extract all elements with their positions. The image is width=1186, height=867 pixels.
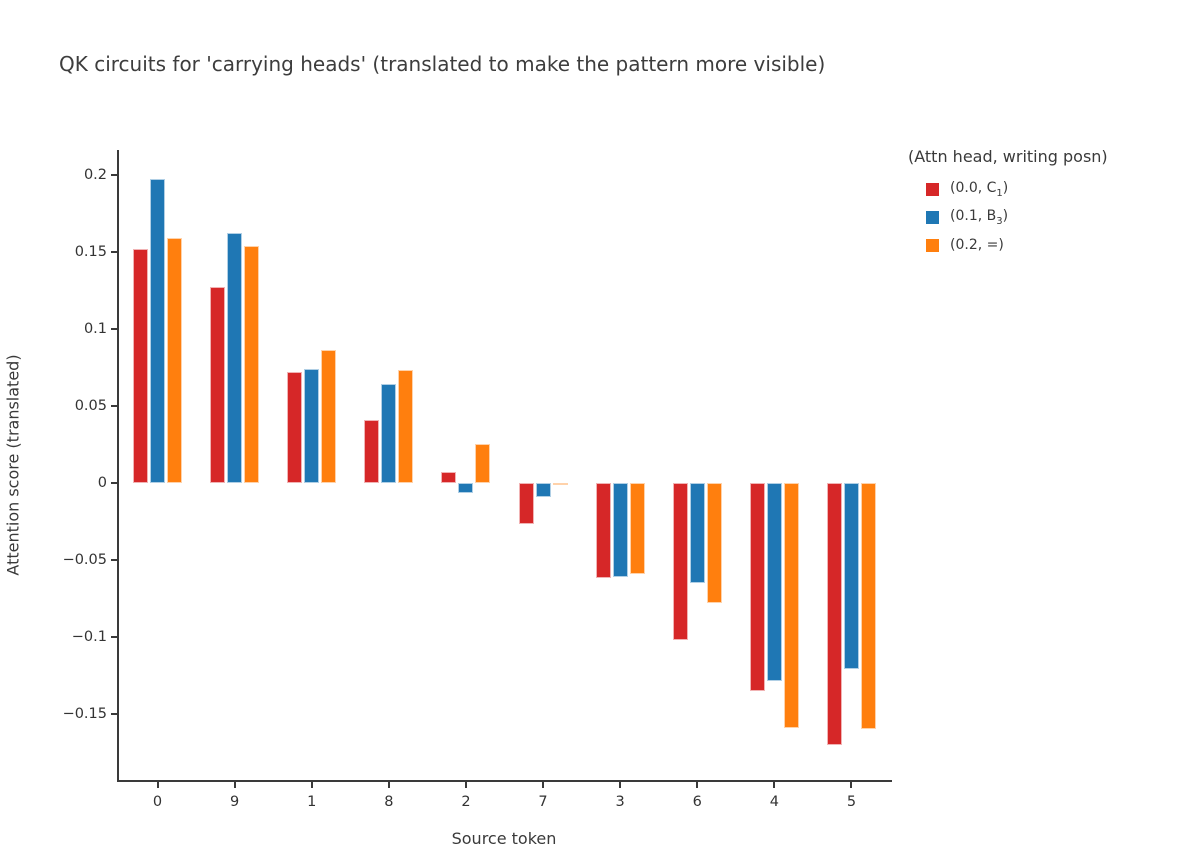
- x-tick-label: 9: [230, 794, 240, 810]
- x-tick-label: 7: [538, 794, 548, 810]
- bar[interactable]: [518, 482, 534, 525]
- y-axis-title: Attention score (translated): [3, 354, 23, 576]
- y-tick-mark: [111, 635, 117, 638]
- x-tick-label: 8: [384, 794, 394, 810]
- bar[interactable]: [321, 350, 337, 483]
- legend-swatch: [926, 182, 939, 196]
- bar[interactable]: [133, 248, 149, 483]
- y-tick-mark: [111, 173, 117, 176]
- bar[interactable]: [150, 179, 166, 483]
- y-tick-label: 0.2: [83, 166, 107, 183]
- bar[interactable]: [783, 482, 799, 728]
- x-tick-label: 4: [769, 794, 779, 810]
- x-tick-label: 0: [152, 794, 163, 810]
- x-tick-label: 2: [461, 794, 471, 810]
- y-tick-label: −0.15: [62, 705, 107, 722]
- legend-items: (0.0, C1) (0.1, B3) (0.2, =): [908, 175, 1108, 259]
- bar[interactable]: [398, 370, 414, 483]
- bar[interactable]: [672, 482, 688, 640]
- x-tick-mark: [387, 782, 390, 788]
- y-tick-mark: [111, 558, 117, 561]
- bar[interactable]: [287, 371, 303, 483]
- y-tick-label: −0.05: [62, 551, 107, 568]
- y-axis-line: [117, 150, 119, 782]
- bar[interactable]: [689, 482, 705, 583]
- y-tick-mark: [111, 327, 117, 330]
- y-tick-label: 0.15: [74, 243, 107, 260]
- y-tick-mark: [111, 250, 117, 253]
- bar[interactable]: [749, 482, 765, 691]
- bar[interactable]: [210, 287, 226, 483]
- bar[interactable]: [860, 482, 876, 730]
- bar[interactable]: [167, 237, 183, 483]
- bar[interactable]: [826, 482, 842, 745]
- legend-item[interactable]: (0.2, =): [908, 231, 1108, 259]
- x-tick-mark: [696, 782, 699, 788]
- y-tick-label: 0.1: [83, 320, 107, 337]
- bar[interactable]: [458, 482, 474, 494]
- x-tick-label: 6: [692, 794, 702, 810]
- bar[interactable]: [381, 384, 397, 483]
- y-tick-mark: [111, 712, 117, 715]
- x-tick-label: 1: [307, 794, 317, 810]
- x-axis-title: Source token: [451, 829, 557, 848]
- legend-item[interactable]: (0.1, B3): [908, 203, 1108, 231]
- x-tick-mark: [233, 782, 236, 788]
- bar[interactable]: [475, 444, 491, 483]
- x-tick-mark: [850, 782, 853, 788]
- y-tick-mark: [111, 481, 117, 484]
- y-tick-label: 0: [97, 474, 107, 491]
- x-tick-label: 3: [615, 794, 625, 810]
- bar[interactable]: [595, 482, 611, 579]
- bar[interactable]: [304, 368, 320, 483]
- legend-item-label: (0.2, =): [950, 237, 1004, 253]
- bar[interactable]: [706, 482, 722, 603]
- legend-item[interactable]: (0.0, C1): [908, 175, 1108, 203]
- bar[interactable]: [843, 482, 859, 670]
- bar[interactable]: [244, 245, 260, 483]
- x-tick-mark: [464, 782, 467, 788]
- bar[interactable]: [552, 482, 568, 485]
- bar[interactable]: [766, 482, 782, 682]
- y-tick-mark: [111, 404, 117, 407]
- y-tick-label: 0.05: [74, 397, 107, 414]
- x-tick-mark: [619, 782, 622, 788]
- x-axis-line: [117, 780, 892, 782]
- x-tick-mark: [156, 782, 159, 788]
- bar[interactable]: [364, 419, 380, 483]
- bar[interactable]: [441, 471, 457, 483]
- x-tick-mark: [310, 782, 313, 788]
- chart-title: QK circuits for 'carrying heads' (transl…: [59, 52, 826, 76]
- legend-item-label: (0.1, B3): [950, 207, 1009, 227]
- bar[interactable]: [535, 482, 551, 497]
- bar[interactable]: [227, 233, 243, 483]
- legend-swatch: [926, 238, 939, 252]
- legend: (Attn head, writing posn) (0.0, C1) (0.1,…: [908, 147, 1108, 259]
- y-tick-label: −0.1: [71, 628, 107, 645]
- bar[interactable]: [612, 482, 628, 577]
- x-tick-mark: [542, 782, 545, 788]
- legend-swatch: [926, 210, 939, 224]
- x-tick-mark: [773, 782, 776, 788]
- plot-area: 0.2 0.15 0.1 0.05 0 −0.05 −0.1 −0.15 0 9 1 8 2 7 3 6 4 5: [63, 150, 892, 810]
- legend-title: (Attn head, writing posn): [908, 147, 1108, 166]
- x-tick-label: 5: [846, 794, 857, 810]
- legend-item-label: (0.0, C1): [950, 179, 1009, 199]
- bar[interactable]: [629, 482, 645, 574]
